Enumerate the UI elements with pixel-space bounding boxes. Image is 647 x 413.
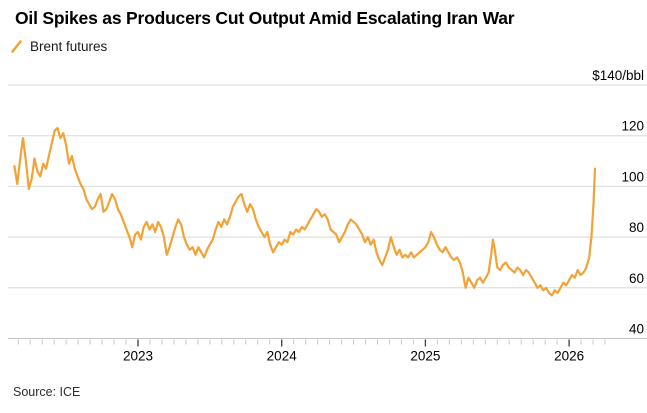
y-tick-label: 40 <box>629 322 644 337</box>
source-note: Source: ICE <box>13 385 81 399</box>
price-line <box>13 127 597 297</box>
y-tick-label: 120 <box>621 119 644 134</box>
x-tick-label: 2024 <box>267 349 298 364</box>
y-tick-label: 80 <box>629 220 644 235</box>
legend-item-label: Brent futures <box>30 39 108 54</box>
slash-icon <box>11 40 22 53</box>
y-tick-label: 60 <box>629 271 644 286</box>
x-tick-label: 2023 <box>123 349 153 364</box>
x-tick-label: 2026 <box>554 349 584 364</box>
x-tick-label: 2025 <box>410 349 440 364</box>
chart-title: Oil Spikes as Producers Cut Output Amid … <box>15 8 515 28</box>
y-tick-label: 100 <box>621 169 644 184</box>
legend: Brent futures <box>10 39 107 54</box>
y-tick-label: $140/bbl <box>592 68 644 83</box>
